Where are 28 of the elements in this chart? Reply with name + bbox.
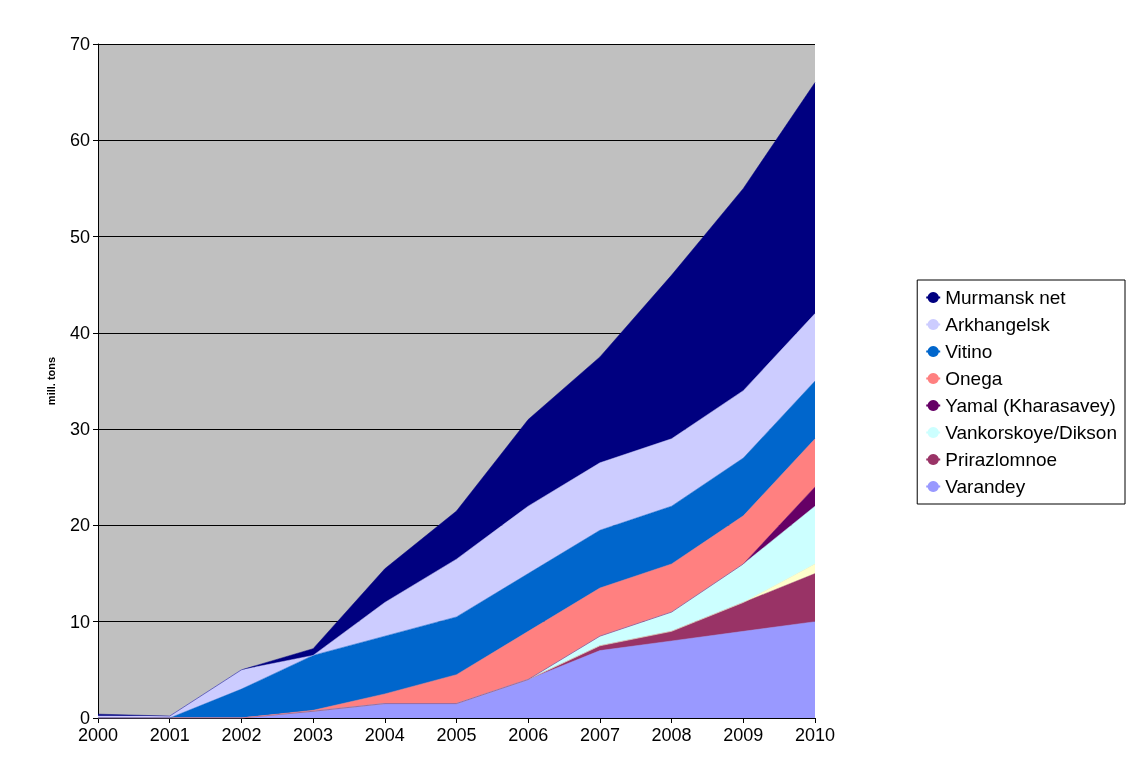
- legend-label: Arkhangelsk: [945, 314, 1051, 335]
- x-tick-label: 2005: [436, 725, 477, 745]
- x-tick-label: 2004: [364, 725, 405, 745]
- legend-label: Onega: [945, 368, 1003, 389]
- legend-label: Vankorskoye/Dikson: [945, 422, 1117, 443]
- legend-label: Prirazlomnoe: [945, 449, 1058, 470]
- x-tick-label: 2009: [723, 725, 764, 745]
- x-tick-label: 2002: [221, 725, 262, 745]
- x-tick-label: 2007: [579, 725, 620, 745]
- legend-label: Vitino: [945, 341, 993, 362]
- x-tick-label: 2003: [293, 725, 334, 745]
- legend-label: Varandey: [945, 476, 1026, 497]
- y-tick-label: 0: [79, 708, 90, 728]
- y-tick-label: 60: [69, 130, 90, 151]
- y-tick-label: 30: [69, 419, 90, 440]
- y-axis-title: mill. tons: [44, 356, 57, 406]
- legend-label: Yamal (Kharasavey): [945, 395, 1116, 416]
- x-tick-label: 2000: [77, 725, 119, 745]
- y-tick-label: 40: [69, 322, 90, 343]
- legend-label: Murmansk net: [945, 287, 1067, 308]
- x-tick-label: 2010: [794, 725, 836, 745]
- x-tick-label: 2006: [508, 725, 549, 745]
- x-tick-label: 2008: [651, 725, 692, 745]
- y-tick-label: 20: [69, 515, 90, 536]
- x-tick-label: 2001: [149, 725, 190, 745]
- y-tick-label: 50: [69, 226, 90, 247]
- y-tick-label: 70: [69, 34, 90, 54]
- y-tick-label: 10: [69, 611, 90, 632]
